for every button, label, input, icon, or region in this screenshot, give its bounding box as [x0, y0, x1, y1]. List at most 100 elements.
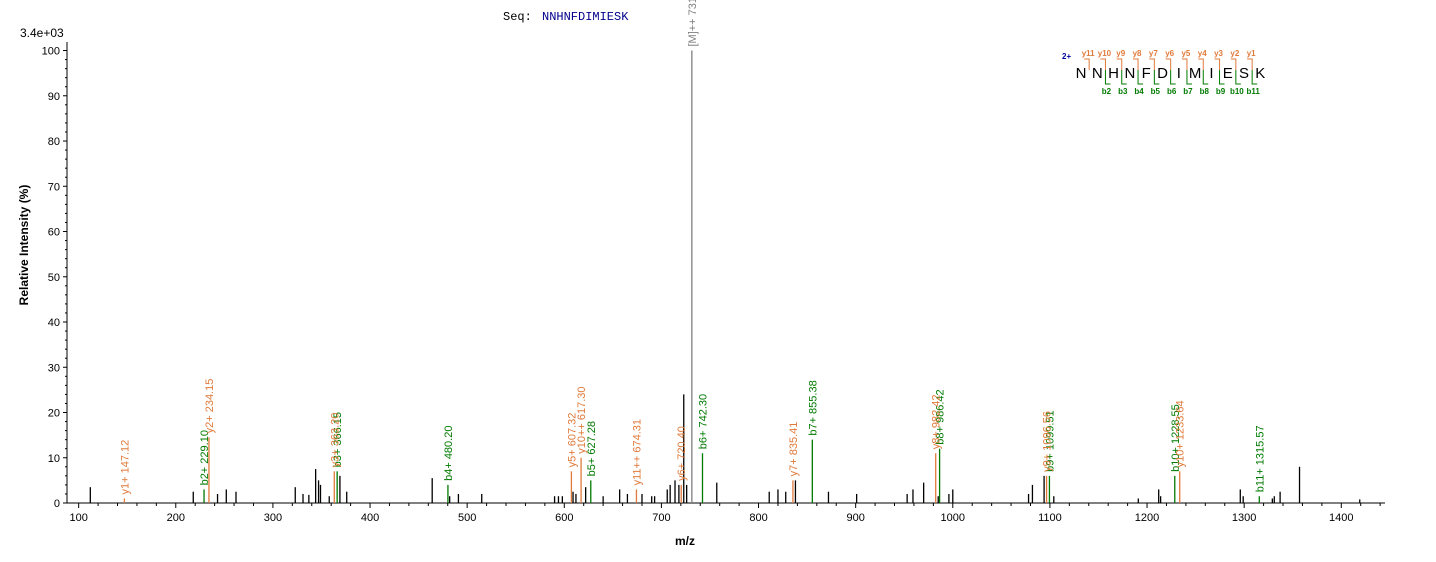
- peak-label-y: y1+ 147.12: [119, 440, 131, 495]
- b-ion-bracket: [1137, 70, 1144, 85]
- b-ion-label: b7: [1183, 87, 1193, 96]
- y-ion-bracket: [1084, 58, 1090, 70]
- peak-label-y: y7+ 835.41: [788, 422, 800, 477]
- peak-label-b: b4+ 480.20: [443, 426, 455, 481]
- y-ion-label: y11: [1082, 49, 1095, 58]
- x-tick-label: 900: [846, 512, 864, 524]
- y-tick-label: 0: [54, 498, 60, 510]
- y-ion-bracket: [1165, 58, 1172, 70]
- b-ion-label: b6: [1167, 87, 1177, 96]
- y-ion-bracket: [1116, 58, 1123, 70]
- residue-H: H: [1108, 65, 1119, 82]
- peak-label-y: y10++ 617.30: [576, 386, 588, 453]
- y-axis-title: Relative Intensity (%): [17, 185, 31, 306]
- peak-label-b: b2+ 229.10: [199, 430, 211, 485]
- x-tick-label: 300: [264, 512, 282, 524]
- x-tick-label: 800: [749, 512, 767, 524]
- b-ion-bracket: [1186, 70, 1192, 85]
- y-ion-bracket: [1133, 58, 1139, 70]
- x-tick-label: 700: [652, 512, 670, 524]
- peak-label-b: b3+ 366.15: [332, 412, 344, 467]
- b-ion-label: b10: [1230, 87, 1244, 96]
- b-ion-label: b4: [1134, 87, 1144, 96]
- x-tick-label: 200: [167, 512, 185, 524]
- b-ion-bracket: [1153, 70, 1160, 85]
- y-ion-label: y1: [1247, 49, 1256, 58]
- b-ion-bracket: [1121, 70, 1127, 85]
- peak-label-b: b5+ 627.28: [586, 421, 598, 476]
- residue-S: S: [1239, 65, 1249, 82]
- y-ion-bracket: [1198, 58, 1204, 70]
- y-ion-label: y3: [1214, 49, 1223, 58]
- b-ion-label: b8: [1200, 87, 1210, 96]
- intensity-scale-label: 3.4e+03: [20, 26, 64, 40]
- y-ion-label: y7: [1149, 49, 1158, 58]
- b-ion-label: b5: [1151, 87, 1161, 96]
- b-ion-bracket: [1104, 70, 1111, 85]
- peak-label-b: b9+ 1099.51: [1044, 410, 1056, 471]
- b-ion-label: b3: [1118, 87, 1128, 96]
- peak-label-[M]++: [M]++ 731.35: [687, 0, 699, 47]
- y-ion-label: y8: [1133, 49, 1142, 58]
- b-ion-bracket: [1170, 70, 1176, 85]
- y-ion-label: y6: [1165, 49, 1174, 58]
- y-tick-label: 70: [48, 181, 60, 193]
- b-ion-label: b2: [1102, 87, 1112, 96]
- y-ion-label: y9: [1116, 49, 1125, 58]
- b-ion-bracket: [1235, 70, 1241, 85]
- residue-D: D: [1157, 65, 1168, 82]
- y-ion-bracket: [1100, 58, 1106, 70]
- y-ion-bracket: [1149, 58, 1155, 70]
- peak-label-y: y3+ 363.20: [329, 413, 341, 468]
- axes: 0 10 20 30 40 50 60 70 80 90 100 100 200 300 400 500 600…: [42, 42, 1385, 524]
- x-tick-label: 400: [361, 512, 379, 524]
- y-tick-label: 20: [48, 408, 60, 420]
- y-ion-bracket: [1230, 58, 1237, 70]
- y-tick-label: 30: [48, 362, 60, 374]
- x-tick-label: 500: [458, 512, 476, 524]
- residue-N: N: [1124, 65, 1135, 82]
- y-tick-label: 40: [48, 317, 60, 329]
- x-tick-label: 1200: [1135, 512, 1159, 524]
- residue-E: E: [1223, 65, 1233, 82]
- peak-label-b: b6+ 742.30: [697, 394, 709, 449]
- x-axis-title: m/z: [675, 534, 695, 548]
- b-ion-label: b11: [1246, 87, 1260, 96]
- x-tick-label: 1000: [941, 512, 965, 524]
- y-ion-label: y2: [1230, 49, 1239, 58]
- x-tick-label: 600: [555, 512, 573, 524]
- y-tick-label: 60: [48, 227, 60, 239]
- y-ion-label: y5: [1181, 49, 1190, 58]
- residue-N: N: [1076, 65, 1087, 82]
- charge-state: 2+: [1062, 52, 1071, 61]
- peak-label-y: y11++ 674.31: [631, 419, 643, 485]
- b-ion-bracket: [1219, 70, 1225, 85]
- peak-label-b: b8+ 986.42: [935, 389, 947, 444]
- y-tick-label: 100: [42, 46, 60, 58]
- residue-F: F: [1142, 65, 1151, 82]
- y-ion-bracket: [1214, 58, 1221, 70]
- b-ion-label: b9: [1216, 87, 1226, 96]
- y-tick-label: 50: [48, 272, 60, 284]
- peak-labels-layer: b2+ 229.10 b3+ 366.15 b4+ 480.20 b5+ 627.28…: [119, 0, 1266, 494]
- residue-M: M: [1189, 65, 1202, 82]
- y-tick-label: 80: [48, 136, 60, 148]
- residue-K: K: [1255, 65, 1265, 82]
- x-tick-label: 1300: [1232, 512, 1256, 524]
- peak-label-y: y8+ 982.42: [931, 394, 943, 449]
- peak-label-y: y6+ 720.40: [676, 426, 688, 481]
- y-tick-label: 10: [48, 453, 60, 465]
- peak-label-y: y9+ 1096.56: [1042, 411, 1054, 472]
- peak-label-b: b10+ 1228.55: [1170, 404, 1182, 472]
- seq-prefix: Seq:: [503, 10, 532, 24]
- x-tick-label: 100: [69, 512, 87, 524]
- peaks-layer: [89, 50, 1361, 503]
- peak-label-b: b7+ 855.38: [807, 380, 819, 435]
- residue-I: I: [1209, 65, 1213, 82]
- y-tick-label: 90: [48, 91, 60, 103]
- y-ion-bracket: [1181, 58, 1188, 70]
- peak-label-b: b11+ 1315.57: [1254, 425, 1266, 492]
- y-ion-label: y10: [1098, 49, 1112, 58]
